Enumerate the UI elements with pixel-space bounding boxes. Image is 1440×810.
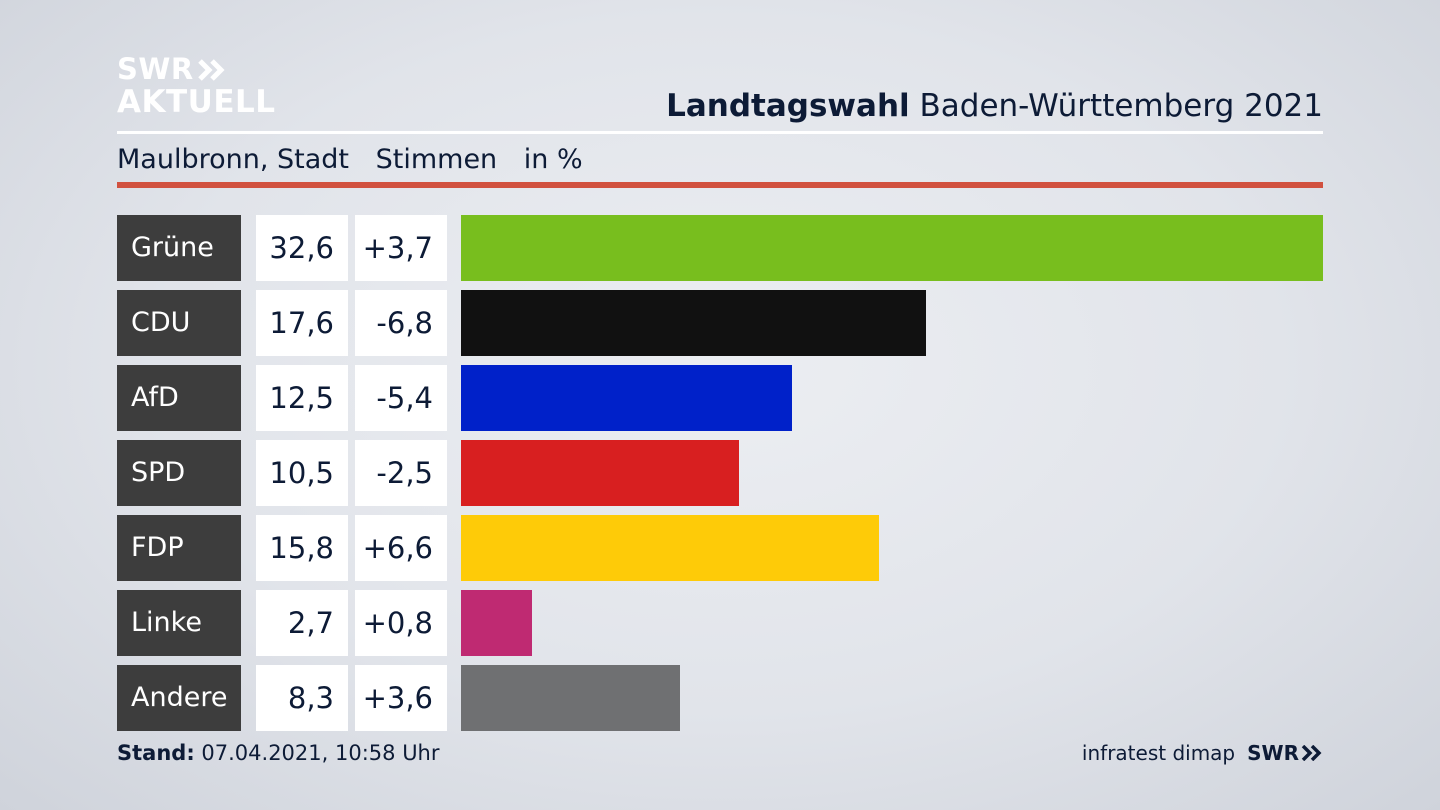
- value-label: 17,6: [256, 290, 348, 356]
- bar: [461, 215, 1323, 281]
- party-label: CDU: [117, 290, 241, 356]
- title-bold: Landtagswahl: [666, 88, 910, 124]
- value-label: 15,8: [256, 515, 348, 581]
- value-label: 10,5: [256, 440, 348, 506]
- header-divider: [117, 131, 1323, 134]
- location-label: Maulbronn, Stadt: [117, 144, 350, 175]
- chart-row: Grüne 32,6 +3,7: [117, 215, 1323, 281]
- bar: [461, 365, 792, 431]
- diff-label: +3,6: [355, 665, 447, 731]
- bar: [461, 440, 739, 506]
- diff-label: -5,4: [355, 365, 447, 431]
- bar: [461, 290, 927, 356]
- diff-label: +3,7: [355, 215, 447, 281]
- diff-label: -6,8: [355, 290, 447, 356]
- stand-label: Stand:: [117, 741, 195, 765]
- chart-row: Andere 8,3 +3,6: [117, 665, 1323, 731]
- value-label: 2,7: [256, 590, 348, 656]
- party-label: Andere: [117, 665, 241, 731]
- diff-label: +6,6: [355, 515, 447, 581]
- stand-value: 07.04.2021, 10:58 Uhr: [201, 741, 440, 765]
- party-label: SPD: [117, 440, 241, 506]
- bar: [461, 665, 681, 731]
- source-label: infratest dimap: [1081, 741, 1236, 765]
- value-label: 32,6: [256, 215, 348, 281]
- swr-aktuell-logo: SWR AKTUELL: [117, 54, 276, 120]
- measure-label: Stimmen: [375, 144, 498, 175]
- chart-row: CDU 17,6 -6,8: [117, 290, 1323, 356]
- value-label: 12,5: [256, 365, 348, 431]
- chart-row: FDP 15,8 +6,6: [117, 515, 1323, 581]
- logo-swr: SWR: [117, 54, 276, 85]
- value-label: 8,3: [256, 665, 348, 731]
- party-label: FDP: [117, 515, 241, 581]
- chart-row: SPD 10,5 -2,5: [117, 440, 1323, 506]
- logo-swr-text: SWR: [117, 52, 194, 86]
- page-title: Landtagswahl Baden-Württemberg 2021: [666, 88, 1323, 124]
- diff-label: +0,8: [355, 590, 447, 656]
- unit-label: in %: [523, 144, 583, 175]
- party-label: Linke: [117, 590, 241, 656]
- brand-text: SWR: [1247, 741, 1299, 765]
- accent-divider: [117, 182, 1323, 188]
- bar: [461, 590, 533, 656]
- chart-row: Linke 2,7 +0,8: [117, 590, 1323, 656]
- subheader: Maulbronn, Stadt Stimmen in %: [117, 144, 601, 175]
- brand-logo: SWR: [1247, 741, 1323, 765]
- party-label: AfD: [117, 365, 241, 431]
- diff-label: -2,5: [355, 440, 447, 506]
- source-credit: infratest dimap SWR: [1082, 741, 1323, 765]
- title-rest: Baden-Württemberg 2021: [919, 88, 1323, 124]
- party-label: Grüne: [117, 215, 241, 281]
- bar: [461, 515, 879, 581]
- timestamp: Stand: 07.04.2021, 10:58 Uhr: [117, 741, 440, 765]
- double-chevron-icon: [197, 58, 225, 81]
- double-chevron-icon: [1301, 745, 1322, 761]
- logo-aktuell: AKTUELL: [117, 84, 276, 120]
- chart-row: AfD 12,5 -5,4: [117, 365, 1323, 431]
